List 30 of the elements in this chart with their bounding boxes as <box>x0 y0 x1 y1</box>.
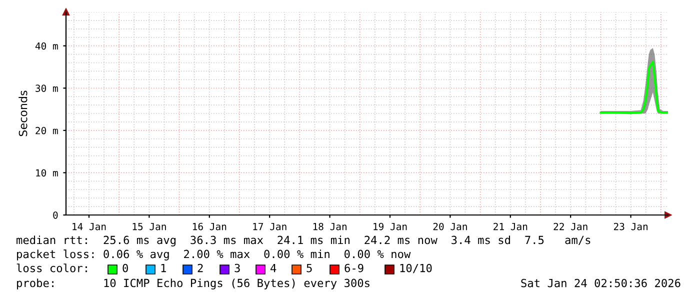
text: median rtt: 25.6 ms avg 36.3 ms max 24.1 ms min 24.2 ms now 3.4 ms sd 7.5 am/s <box>16 236 590 246</box>
x-tick-label: 18 Jan <box>313 222 346 230</box>
line-series <box>600 60 668 114</box>
x-tick-label: 19 Jan <box>374 222 407 230</box>
text: 4 <box>270 264 276 272</box>
text: 10/10 <box>400 264 432 274</box>
text: 6-9 <box>344 264 364 272</box>
x-tick-label: 20 Jan <box>433 222 467 230</box>
text: 0 <box>122 264 128 272</box>
y-axis-title: Seconds <box>18 90 28 136</box>
text: 5 <box>306 264 312 272</box>
text: Sat Jan 24 02:50:36 2026 <box>521 278 680 288</box>
text: 3 <box>234 264 240 272</box>
y-tick-label: 20 m <box>36 126 58 134</box>
y-tick-label: 10 m <box>36 169 58 177</box>
text: 2 <box>198 264 203 272</box>
x-tick-label: 21 Jan <box>494 222 528 230</box>
x-tick-label: 15 Jan <box>132 222 166 230</box>
y-tick-label: 40 m <box>35 42 58 50</box>
x-tick-label: 17 Jan <box>253 222 286 230</box>
text: packet loss: 0.06 % avg 2.00 % max 0.00 % min 0.00 % now <box>17 250 411 260</box>
text: loss color: <box>16 264 87 272</box>
y-tick-label: 0 <box>53 212 58 219</box>
text: probe: 10 ICMP Echo Pings (56 Bytes) every 300s <box>17 278 370 290</box>
x-tick-label: 22 Jan <box>554 222 588 230</box>
y-tick-label: 30 m <box>36 84 58 92</box>
text: 1 <box>161 264 166 272</box>
x-tick-label: 14 Jan <box>72 222 106 230</box>
x-tick-label: 23 Jan <box>614 222 648 230</box>
x-tick-label: 16 Jan <box>193 222 226 230</box>
